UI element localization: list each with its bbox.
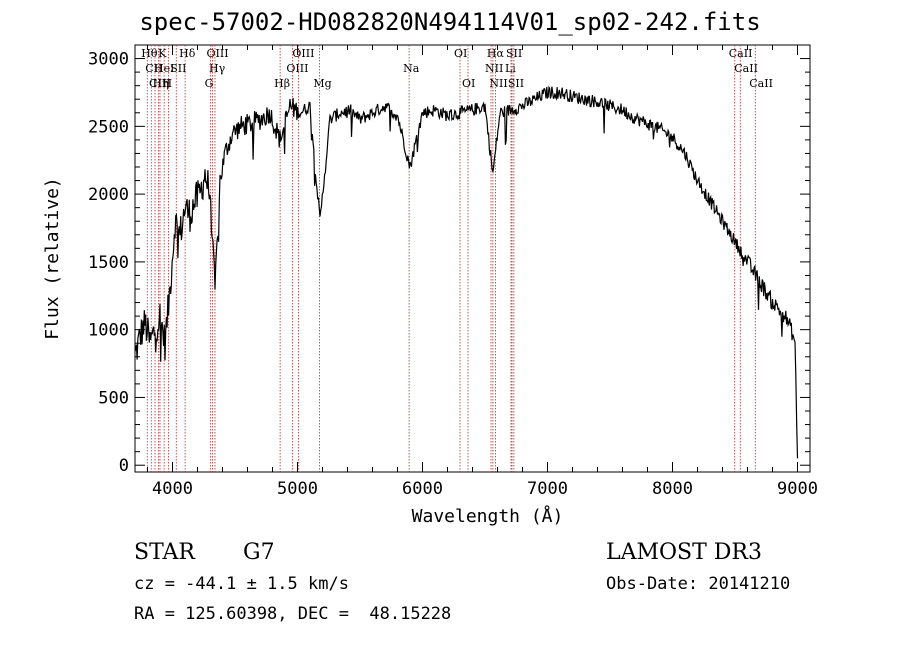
redshift-cz: cz = -44.1 ± 1.5 km/s	[134, 574, 349, 594]
line-marker-label-6: H	[163, 77, 173, 90]
line-marker-label-27: CaII	[749, 77, 773, 90]
x-tick-label-3: 7000	[527, 479, 568, 499]
line-marker-label-1: CII	[145, 62, 162, 75]
x-tick-label-5: 9000	[777, 479, 818, 499]
line-marker-label-20: NII	[485, 62, 503, 75]
line-marker-label-15: Mg	[313, 77, 331, 90]
chart-title: spec-57002-HD082820N494114V01_sp02-242.f…	[139, 8, 761, 36]
line-marker-label-14: OIII	[292, 47, 314, 60]
line-marker-label-8: Hδ	[179, 47, 196, 60]
line-marker-label-13: OIII	[286, 62, 308, 75]
x-tick-label-2: 6000	[402, 479, 443, 499]
line-marker-label-7: SII	[170, 62, 186, 75]
y-tick-label-5: 2500	[88, 117, 129, 137]
line-marker-label-16: Na	[403, 62, 420, 75]
coordinates: RA = 125.60398, DEC = 48.15228	[134, 604, 452, 624]
line-marker-label-17: OI	[454, 47, 467, 60]
line-marker-label-18: OI	[462, 77, 475, 90]
y-tick-label-6: 3000	[88, 50, 129, 70]
line-marker-label-0: Hθ	[141, 47, 158, 60]
line-marker-label-22: SII	[506, 47, 522, 60]
y-tick-label-2: 1000	[88, 321, 129, 341]
line-marker-label-21: NII	[489, 77, 507, 90]
line-marker-label-4: HeI	[154, 62, 174, 75]
line-marker-label-2: CIII	[149, 77, 170, 90]
y-tick-label-4: 2000	[88, 185, 129, 205]
survey-name: LAMOST DR3	[606, 540, 762, 565]
line-marker-label-10: Hγ	[209, 62, 226, 75]
line-marker-label-3: Hη	[153, 77, 169, 90]
x-tick-label-1: 5000	[277, 479, 318, 499]
y-axis-label: Flux (relative)	[42, 177, 63, 340]
subclass: G7	[243, 540, 275, 565]
y-tick-label-1: 500	[98, 388, 129, 408]
line-marker-label-25: CaII	[729, 47, 753, 60]
obs-date: Obs-Date: 20141210	[606, 574, 791, 594]
line-marker-label-11: G	[205, 77, 214, 90]
line-marker-label-23: Li	[505, 62, 516, 75]
line-marker-label-5: K	[158, 47, 167, 60]
x-axis-label: Wavelength (Å)	[412, 505, 564, 527]
x-tick-label-0: 4000	[152, 479, 193, 499]
spectrum-line	[134, 85, 799, 459]
line-marker-label-24: SII	[508, 77, 524, 90]
y-tick-label-3: 1500	[88, 253, 129, 273]
y-tick-label-0: 0	[119, 456, 129, 476]
line-marker-label-19: Hα	[487, 47, 505, 60]
object-class: STAR	[134, 540, 195, 565]
line-marker-label-9: OIII	[207, 47, 229, 60]
x-tick-label-4: 8000	[652, 479, 693, 499]
line-marker-label-26: CaII	[734, 62, 758, 75]
line-marker-label-12: Hβ	[274, 77, 290, 90]
